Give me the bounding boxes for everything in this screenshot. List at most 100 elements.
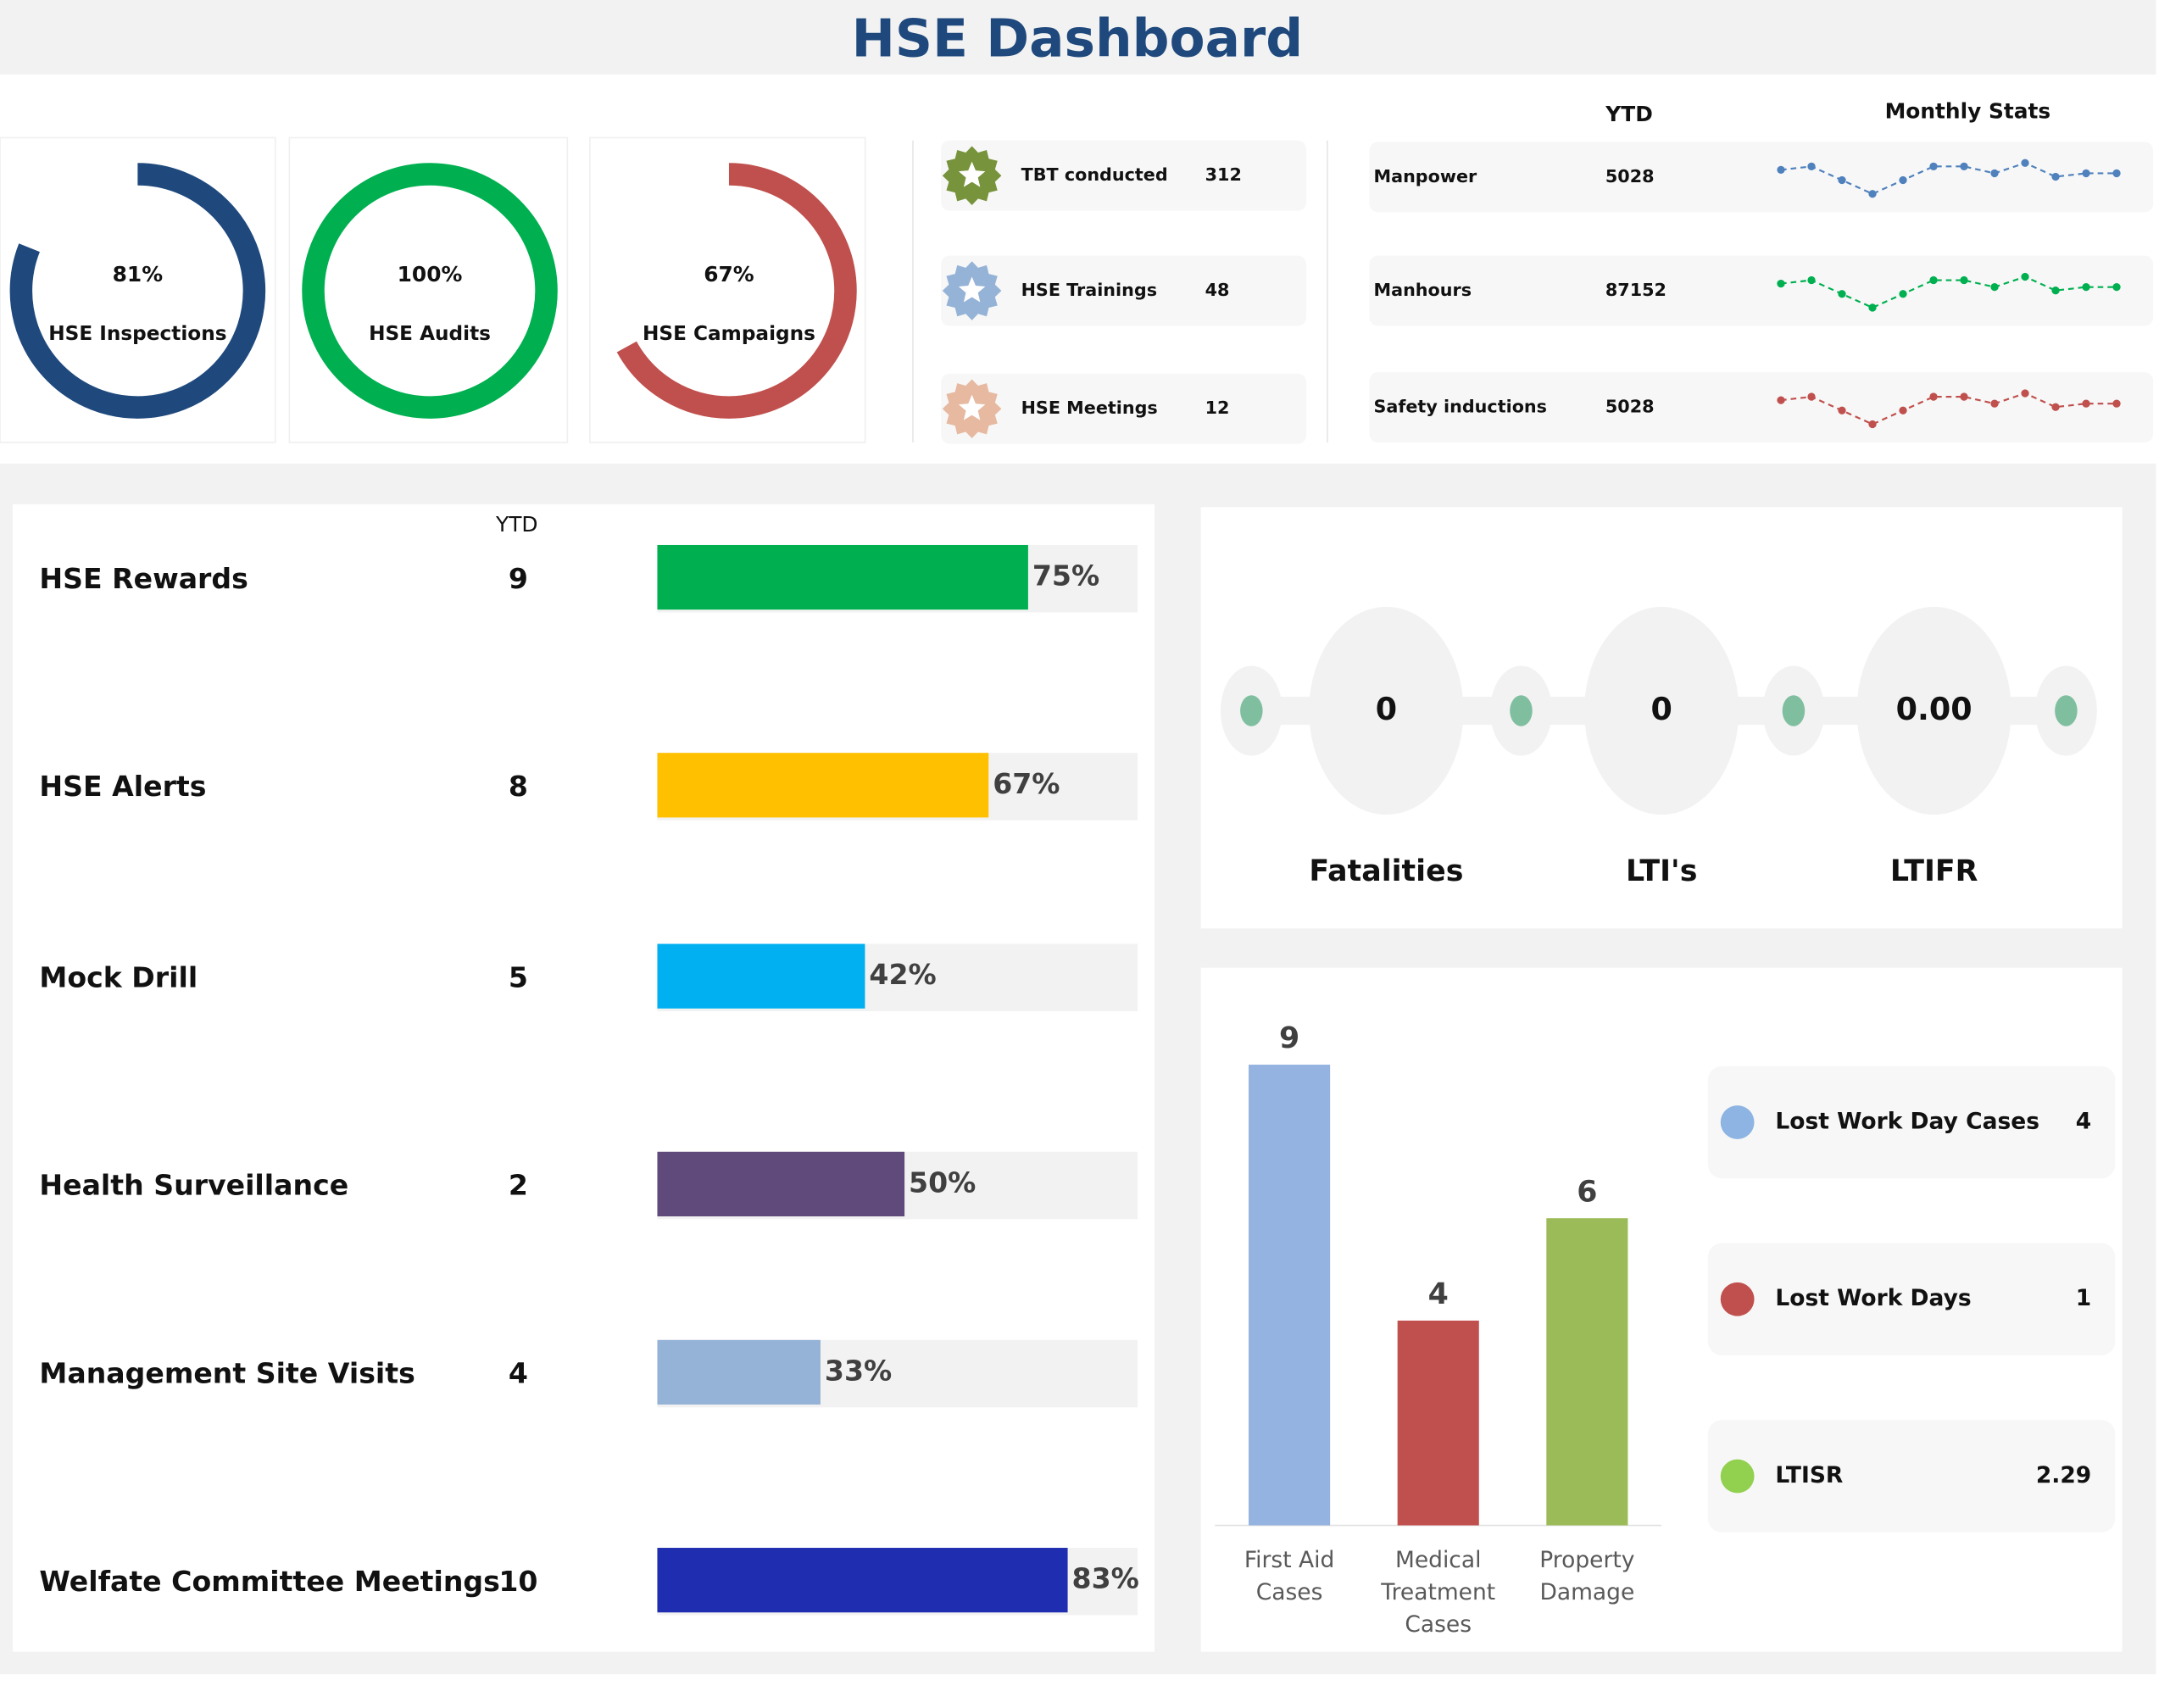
badge-star bbox=[958, 161, 986, 187]
column-header: YTD bbox=[495, 512, 537, 537]
bar bbox=[1249, 1065, 1331, 1526]
legend-value: 4 bbox=[2076, 1108, 2091, 1134]
gauge-label: HSE Campaigns bbox=[643, 322, 815, 345]
column-header: YTD bbox=[1605, 102, 1653, 126]
progress-bar bbox=[657, 943, 865, 1009]
sparkline-point bbox=[1960, 162, 1968, 170]
progress-label: 42% bbox=[869, 958, 936, 991]
sparkline-point bbox=[1838, 175, 1846, 185]
sparkline-point bbox=[1929, 392, 1938, 401]
column-header: Monthly Stats bbox=[1885, 99, 2051, 124]
indicator-value: 0.00 bbox=[1896, 691, 1972, 727]
indicator-name: LTIFR bbox=[1890, 854, 1978, 888]
sparkline-point bbox=[1960, 275, 1968, 285]
gauge-value: 100% bbox=[398, 262, 463, 287]
legend-name: Lost Work Days bbox=[1775, 1285, 1971, 1311]
bar bbox=[1546, 1218, 1628, 1526]
bar-value: 9 bbox=[1279, 1021, 1299, 1055]
sparkline-point bbox=[1899, 290, 1907, 298]
row-card bbox=[941, 140, 1306, 211]
row-name: Safety inductions bbox=[1374, 397, 1547, 417]
row-name: TBT conducted bbox=[1021, 164, 1168, 185]
sparkline-point bbox=[1990, 283, 1999, 292]
sparkline-point bbox=[1899, 406, 1907, 414]
category-label: Property Damage bbox=[1539, 1546, 1634, 1605]
progress-label: 50% bbox=[909, 1166, 976, 1199]
sparkline-point bbox=[1807, 275, 1816, 285]
sparkline-point bbox=[1990, 169, 1999, 178]
progress-label: 67% bbox=[993, 767, 1060, 800]
legend-dot bbox=[1720, 1282, 1755, 1316]
row-card bbox=[1369, 372, 2154, 443]
row-value: 312 bbox=[1205, 164, 1242, 185]
activity-ytd: 8 bbox=[509, 770, 528, 803]
node-dot bbox=[2055, 695, 2078, 726]
sparkline-point bbox=[1929, 162, 1938, 170]
legend-value: 2.29 bbox=[2036, 1462, 2091, 1488]
row-value: 87152 bbox=[1605, 280, 1666, 300]
sparkline-point bbox=[2112, 283, 2121, 292]
activity-name: Health Surveillance bbox=[39, 1169, 348, 1202]
indicator-name: Fatalities bbox=[1309, 854, 1463, 888]
progress-bar bbox=[657, 1151, 905, 1216]
bar bbox=[1397, 1320, 1479, 1526]
sparkline-point bbox=[2021, 272, 2029, 281]
progress-label: 33% bbox=[825, 1354, 892, 1387]
legend-name: LTISR bbox=[1775, 1462, 1843, 1488]
sparkline bbox=[1780, 162, 2117, 195]
activity-ytd: 9 bbox=[509, 562, 528, 595]
gauge-label: HSE Inspections bbox=[48, 322, 226, 345]
activity-ytd: 5 bbox=[509, 960, 528, 993]
gauge-arc bbox=[601, 163, 857, 419]
legend-card bbox=[1707, 1420, 2116, 1533]
activity-name: HSE Alerts bbox=[39, 770, 206, 803]
category-label: First Aid Cases bbox=[1244, 1546, 1335, 1605]
sparkline-point bbox=[2051, 172, 2060, 181]
sparkline-point bbox=[2051, 403, 2060, 411]
sparkline-point bbox=[1868, 190, 1877, 198]
sparkline-point bbox=[1777, 396, 1785, 404]
card bbox=[589, 136, 866, 443]
progress-bar bbox=[657, 753, 989, 818]
activity-name: HSE Rewards bbox=[39, 562, 248, 595]
sparkline-point bbox=[1990, 399, 1999, 408]
legend-dot bbox=[1720, 1459, 1755, 1494]
sparkline-point bbox=[2112, 169, 2121, 178]
bar-value: 4 bbox=[1428, 1277, 1449, 1311]
category-label: Medical Treatment Cases bbox=[1380, 1546, 1495, 1637]
sparkline-point bbox=[1838, 406, 1846, 414]
sparkline-point bbox=[1777, 279, 1785, 288]
sparkline-point bbox=[2021, 389, 2029, 398]
node-dot bbox=[1510, 695, 1533, 726]
row-value: 48 bbox=[1205, 280, 1230, 300]
dashboard-title: HSE Dashboard bbox=[852, 8, 1304, 69]
indicator-bubble bbox=[1584, 606, 1739, 815]
progress-label: 83% bbox=[1072, 1562, 1139, 1595]
sparkline-point bbox=[1777, 165, 1785, 175]
row-name: HSE Meetings bbox=[1021, 398, 1158, 418]
sparkline bbox=[1780, 275, 2117, 309]
sparkline-point bbox=[2051, 287, 2060, 295]
gauge-value: 67% bbox=[704, 262, 754, 287]
gauge-arc bbox=[9, 163, 266, 419]
row-card bbox=[941, 255, 1306, 326]
legend-card bbox=[1707, 1065, 2116, 1179]
sparkline-point bbox=[2112, 399, 2121, 408]
card bbox=[288, 136, 569, 443]
sparkline-point bbox=[2082, 169, 2090, 178]
activity-name: Management Site Visits bbox=[39, 1357, 415, 1390]
header-bar bbox=[0, 0, 2156, 75]
row-name: Manhours bbox=[1374, 280, 1472, 300]
activity-ytd: 2 bbox=[509, 1169, 528, 1202]
sparkline-point bbox=[2082, 399, 2090, 408]
row-value: 5028 bbox=[1605, 166, 1655, 186]
sparkline-point bbox=[1868, 303, 1877, 312]
row-card bbox=[941, 373, 1306, 444]
badge-star bbox=[958, 394, 986, 420]
card bbox=[0, 136, 276, 443]
sparkline-point bbox=[1807, 162, 1816, 170]
indicator-bubble bbox=[1309, 606, 1464, 815]
row-card bbox=[1369, 255, 2154, 326]
legend-name: Lost Work Day Cases bbox=[1775, 1108, 2039, 1134]
row-value: 5028 bbox=[1605, 397, 1655, 417]
